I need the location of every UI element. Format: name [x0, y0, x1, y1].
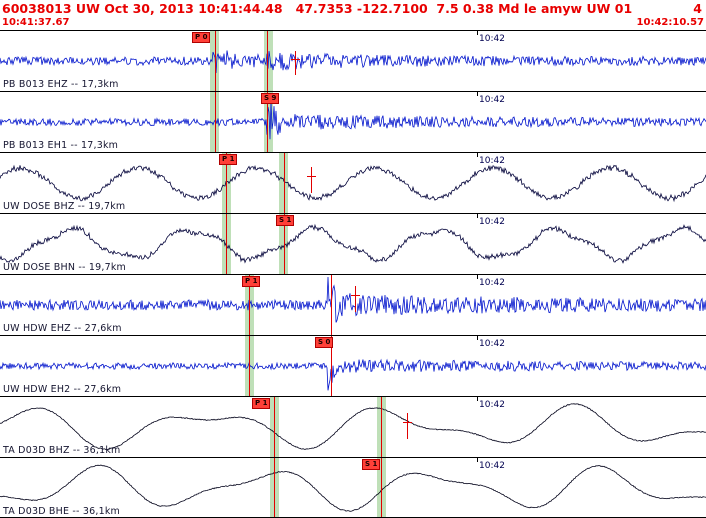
pick-flag[interactable]: S 1 [362, 459, 381, 470]
station-label: TA D03D BHZ -- 36,1km [3, 445, 121, 456]
pick-flag[interactable]: P 1 [219, 154, 238, 165]
minute-tick [477, 92, 478, 96]
minute-label: 10:42 [479, 217, 505, 227]
pick-window-band [210, 92, 219, 152]
pick-flag[interactable]: P 1 [242, 276, 261, 287]
pick-flag[interactable]: P 1 [252, 398, 271, 409]
minute-label: 10:42 [479, 461, 505, 471]
pick-line[interactable] [274, 397, 275, 457]
pick-line[interactable] [215, 31, 216, 91]
pick-flag[interactable]: P 0 [192, 32, 211, 43]
pick-flag[interactable]: S 9 [261, 93, 280, 104]
waveform[interactable] [0, 275, 706, 335]
residual-marker-icon [311, 167, 312, 193]
pick-line[interactable] [249, 336, 250, 396]
minute-label: 10:42 [479, 34, 505, 44]
pick-window-band [210, 31, 219, 91]
minute-tick [477, 275, 478, 279]
pick-window-band [279, 214, 288, 274]
station-label: UW DOSE BHN -- 19,7km [3, 262, 126, 273]
pick-window-band [279, 153, 288, 213]
pick-line[interactable] [226, 153, 227, 213]
minute-label: 10:42 [479, 95, 505, 105]
window-end-time: 10:42:10.57 [636, 17, 704, 28]
residual-marker-icon [407, 413, 408, 439]
minute-label: 10:42 [479, 156, 505, 166]
minute-label: 10:42 [479, 278, 505, 288]
residual-marker-icon [403, 422, 412, 423]
minute-tick [477, 397, 478, 401]
minute-tick [477, 214, 478, 218]
pick-line[interactable] [267, 31, 268, 91]
pick-line[interactable] [215, 92, 216, 152]
waveform[interactable] [0, 214, 706, 274]
pick-flag[interactable]: S 0 [315, 337, 334, 348]
waveform[interactable] [0, 31, 706, 91]
pick-line[interactable] [284, 153, 285, 213]
station-label: UW DOSE BHZ -- 19,7km [3, 201, 126, 212]
trace-panel-7[interactable]: P 1 10:42 TA D03D BHZ -- 36,1km [0, 396, 706, 457]
residual-marker-icon [295, 51, 296, 75]
event-summary-text: 60038013 UW Oct 30, 2013 10:41:44.48 47.… [2, 1, 633, 16]
pick-flag[interactable]: S 1 [276, 215, 295, 226]
pick-line[interactable] [331, 275, 332, 335]
trace-panel-8[interactable]: S 1 10:42 TA D03D BHE -- 36,1km [0, 457, 706, 518]
trace-panel-5[interactable]: P 1 10:42 UW HDW EHZ -- 27,6km [0, 274, 706, 335]
event-summary-bar: 60038013 UW Oct 30, 2013 10:41:44.48 47.… [0, 0, 706, 17]
minute-label: 10:42 [479, 339, 505, 349]
trace-panel-3[interactable]: P 1 10:42 UW DOSE BHZ -- 19,7km [0, 152, 706, 213]
trace-panel-6[interactable]: S 0 10:42 UW HDW EH2 -- 27,6km [0, 335, 706, 396]
minute-tick [477, 31, 478, 35]
pick-line[interactable] [249, 275, 250, 335]
waveform[interactable] [0, 397, 706, 457]
residual-marker-icon [291, 59, 300, 60]
station-label: PB B013 EHZ -- 17,3km [3, 79, 119, 90]
residual-marker-icon [307, 176, 316, 177]
station-label: PB B013 EH1 -- 17,3km [3, 140, 119, 151]
pick-line[interactable] [381, 397, 382, 457]
waveform[interactable] [0, 153, 706, 213]
residual-marker-icon [355, 286, 356, 312]
pick-line[interactable] [226, 214, 227, 274]
station-label: UW HDW EH2 -- 27,6km [3, 384, 122, 395]
pick-line[interactable] [274, 458, 275, 517]
minute-tick [477, 336, 478, 340]
trace-panel-1[interactable]: P 0 10:42 PB B013 EHZ -- 17,3km [0, 30, 706, 91]
waveform[interactable] [0, 458, 706, 518]
trace-panel-4[interactable]: S 1 10:42 UW DOSE BHN -- 19,7km [0, 213, 706, 274]
minute-tick [477, 458, 478, 462]
time-range-bar: 10:41:37.67 10:42:10.57 [0, 17, 706, 29]
station-label: TA D03D BHE -- 36,1km [3, 506, 120, 517]
waveform[interactable] [0, 92, 706, 152]
event-summary-right: 4 [693, 1, 702, 16]
station-label: UW HDW EHZ -- 27,6km [3, 323, 122, 334]
trace-panels: P 0 10:42 PB B013 EHZ -- 17,3km S 9 10:42 PB … [0, 30, 706, 518]
residual-marker-icon [351, 295, 360, 296]
trace-panel-2[interactable]: S 9 10:42 PB B013 EH1 -- 17,3km [0, 91, 706, 152]
minute-label: 10:42 [479, 400, 505, 410]
minute-tick [477, 153, 478, 157]
pick-line[interactable] [284, 214, 285, 274]
waveform[interactable] [0, 336, 706, 396]
pick-window-band [264, 92, 273, 152]
pick-line[interactable] [267, 92, 268, 152]
window-start-time: 10:41:37.67 [2, 17, 70, 28]
pick-line[interactable] [381, 458, 382, 517]
pick-line[interactable] [331, 336, 332, 396]
